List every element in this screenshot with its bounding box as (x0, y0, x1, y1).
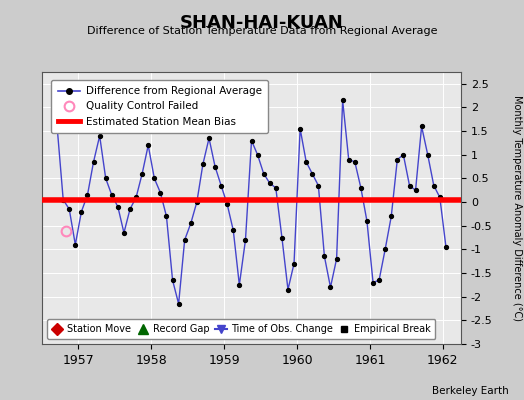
Text: Berkeley Earth: Berkeley Earth (432, 386, 508, 396)
Text: Difference of Station Temperature Data from Regional Average: Difference of Station Temperature Data f… (87, 26, 437, 36)
Legend: Station Move, Record Gap, Time of Obs. Change, Empirical Break: Station Move, Record Gap, Time of Obs. C… (47, 320, 435, 339)
Y-axis label: Monthly Temperature Anomaly Difference (°C): Monthly Temperature Anomaly Difference (… (512, 95, 522, 321)
Text: SHAN-HAI-KUAN: SHAN-HAI-KUAN (180, 14, 344, 32)
